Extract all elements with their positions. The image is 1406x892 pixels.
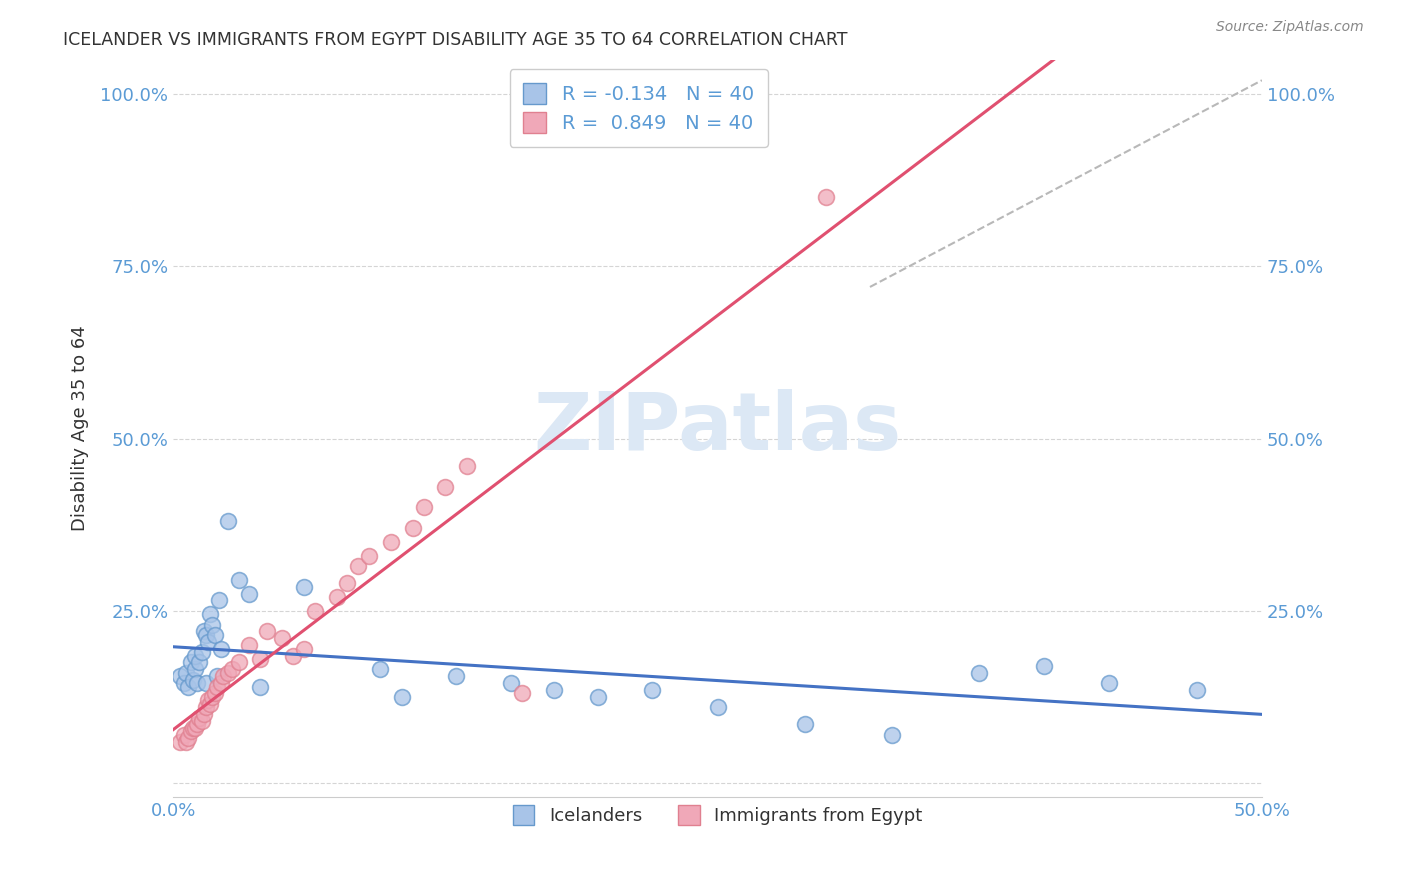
Text: ZIPatlas: ZIPatlas — [533, 389, 901, 467]
Point — [205, 669, 228, 683]
Point — [193, 624, 215, 639]
Point — [177, 680, 200, 694]
Point — [281, 648, 304, 663]
Point — [1185, 683, 1208, 698]
Point — [204, 628, 226, 642]
Point — [181, 673, 204, 687]
Point — [184, 662, 207, 676]
Point — [184, 648, 207, 663]
Point — [190, 714, 212, 728]
Point — [209, 676, 232, 690]
Point — [194, 700, 217, 714]
Point — [188, 710, 211, 724]
Point — [249, 680, 271, 694]
Point — [325, 590, 347, 604]
Point — [200, 607, 222, 622]
Point — [173, 728, 195, 742]
Point — [880, 728, 903, 742]
Point — [238, 586, 260, 600]
Y-axis label: Disability Age 35 to 64: Disability Age 35 to 64 — [72, 326, 89, 531]
Point — [304, 604, 326, 618]
Point — [391, 690, 413, 704]
Point — [292, 580, 315, 594]
Point — [197, 634, 219, 648]
Point — [188, 656, 211, 670]
Point — [510, 686, 533, 700]
Point — [209, 641, 232, 656]
Point — [347, 559, 370, 574]
Point — [169, 734, 191, 748]
Point — [177, 731, 200, 746]
Point — [543, 683, 565, 698]
Point — [967, 665, 990, 680]
Point — [180, 724, 202, 739]
Point — [174, 665, 197, 680]
Point — [221, 662, 243, 676]
Point — [499, 676, 522, 690]
Point — [446, 669, 468, 683]
Point — [256, 624, 278, 639]
Point — [193, 707, 215, 722]
Legend: Icelanders, Immigrants from Egypt: Icelanders, Immigrants from Egypt — [502, 794, 934, 836]
Point — [292, 641, 315, 656]
Point — [201, 617, 224, 632]
Point — [201, 690, 224, 704]
Point — [402, 521, 425, 535]
Point — [641, 683, 664, 698]
Point — [208, 593, 231, 607]
Point — [336, 576, 359, 591]
Text: Source: ZipAtlas.com: Source: ZipAtlas.com — [1216, 20, 1364, 34]
Point — [586, 690, 609, 704]
Text: ICELANDER VS IMMIGRANTS FROM EGYPT DISABILITY AGE 35 TO 64 CORRELATION CHART: ICELANDER VS IMMIGRANTS FROM EGYPT DISAB… — [63, 31, 848, 49]
Point — [359, 549, 381, 563]
Point — [204, 686, 226, 700]
Point — [456, 459, 478, 474]
Point — [186, 676, 208, 690]
Point — [200, 697, 222, 711]
Point — [228, 656, 250, 670]
Point — [815, 190, 838, 204]
Point — [194, 676, 217, 690]
Point — [1098, 676, 1121, 690]
Point — [434, 480, 457, 494]
Point — [706, 700, 728, 714]
Point — [793, 717, 815, 731]
Point — [1033, 659, 1056, 673]
Point — [368, 662, 391, 676]
Point — [181, 721, 204, 735]
Point — [194, 628, 217, 642]
Point — [197, 693, 219, 707]
Point — [205, 680, 228, 694]
Point — [238, 638, 260, 652]
Point — [173, 676, 195, 690]
Point — [228, 573, 250, 587]
Point — [190, 645, 212, 659]
Point — [186, 717, 208, 731]
Point — [180, 656, 202, 670]
Point — [169, 669, 191, 683]
Point — [217, 665, 239, 680]
Point — [380, 534, 402, 549]
Point — [184, 721, 207, 735]
Point — [212, 669, 235, 683]
Point — [217, 514, 239, 528]
Point — [412, 500, 434, 515]
Point — [249, 652, 271, 666]
Point — [271, 632, 294, 646]
Point — [174, 734, 197, 748]
